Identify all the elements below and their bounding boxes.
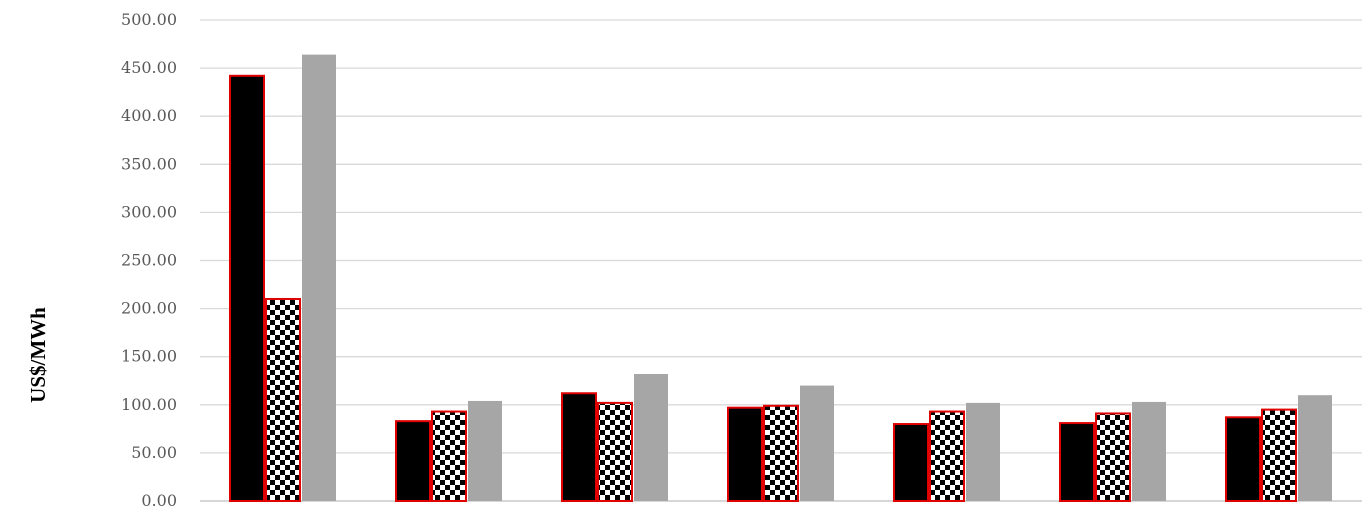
y-tick-label: 100.00 [121,395,177,414]
y-tick-label: 450.00 [121,58,177,77]
y-tick-label: 350.00 [121,154,177,173]
bar-series-2-group-7 [1261,408,1297,502]
y-tick-label: 150.00 [121,347,177,366]
bar-series-1-group-5 [893,423,929,503]
bar-series-1-group-6 [1059,422,1095,502]
bar-series-2-group-1 [265,297,301,503]
y-tick-label: 500.00 [121,10,177,29]
y-tick-label: 50.00 [131,443,177,462]
bar-series-3-group-2 [468,400,502,501]
y-axis-tick-labels: 0.00 50.00 100.00 150.00 200.00 250.00 300.00 3… [121,10,177,510]
bar-series-1-group-2 [395,420,431,502]
bar-series-2-group-2 [431,410,467,502]
bar-series-2-group-3 [597,401,633,503]
bar-series-2-group-6 [1095,412,1131,503]
bar-series-1-group-3 [561,392,597,503]
bar-series-1-group-4 [727,406,763,503]
bar-series-1-group-1 [229,74,265,503]
y-tick-label: 400.00 [121,106,177,125]
y-tick-label: 250.00 [121,251,177,270]
y-axis-title: US$/MWh [26,307,50,403]
bar-series-3-group-4 [800,385,834,501]
bar-series-2-group-4 [763,404,799,502]
bar-series-2-group-5 [929,410,965,502]
bar-series-3-group-5 [966,402,1000,501]
bar-series-1-group-7 [1225,416,1261,502]
bar-series-3-group-6 [1132,401,1166,501]
y-tick-label: 300.00 [121,202,177,221]
y-tick-label: 0.00 [141,491,177,510]
y-tick-label: 200.00 [121,299,177,318]
bar-series-3-group-3 [634,374,668,501]
gridlines [200,19,1362,502]
bars [229,54,1332,503]
bar-series-3-group-7 [1298,395,1332,501]
bar-series-3-group-1 [302,54,336,502]
